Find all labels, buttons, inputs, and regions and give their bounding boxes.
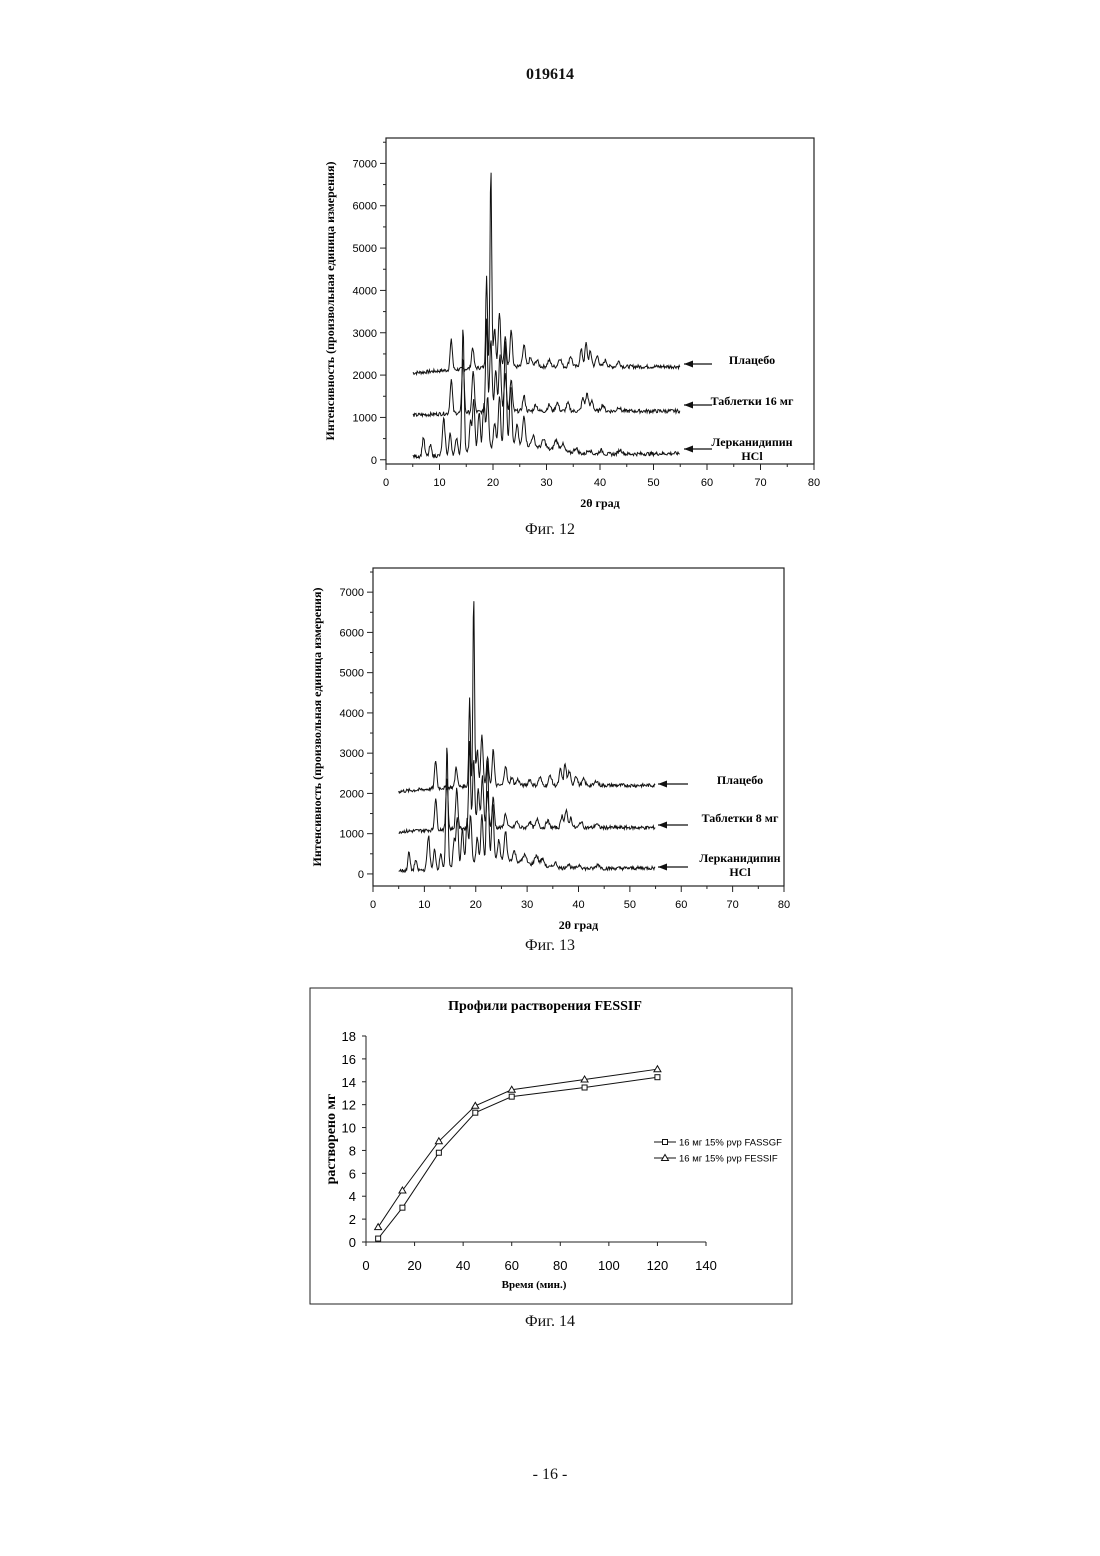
data-point-triangle <box>472 1102 479 1108</box>
data-point-square <box>655 1075 660 1080</box>
chart-title: Профили растворения FESSIF <box>448 999 642 1014</box>
y-tick-label: 10 <box>342 1121 356 1136</box>
y-tick-label: 18 <box>342 1029 356 1044</box>
y-tick-label: 6 <box>349 1166 356 1181</box>
y-tick-label: 14 <box>342 1075 356 1090</box>
series-line-2 <box>378 1069 657 1227</box>
y-tick-label: 4 <box>349 1189 356 1204</box>
x-tick-label: 40 <box>456 1258 470 1273</box>
data-point-square <box>400 1205 405 1210</box>
legend-label-2: 16 мг 15% pvp FESSIF <box>679 1154 778 1165</box>
data-point-square <box>509 1094 514 1099</box>
y-tick-label: 2 <box>349 1212 356 1227</box>
y-tick-label: 12 <box>342 1098 356 1113</box>
x-tick-label: 120 <box>647 1258 669 1273</box>
data-point-triangle <box>654 1066 661 1072</box>
page-number: - 16 - <box>0 1466 1100 1484</box>
y-axis-label: растворено мг <box>324 1094 339 1185</box>
figure-14-caption: Фиг. 14 <box>0 1313 1100 1331</box>
x-axis-label: Время (мин.) <box>502 1279 567 1291</box>
data-point-triangle <box>375 1224 382 1230</box>
y-tick-label: 16 <box>342 1052 356 1067</box>
figure-14-dissolution-chart: Профили растворения FESSIF 0 2 4 6 8 10 12 14 16 1… <box>0 0 1100 1310</box>
data-point-square <box>473 1110 478 1115</box>
y-tick-label: 0 <box>349 1235 356 1250</box>
legend-marker-square <box>663 1140 668 1145</box>
legend-label-1: 16 мг 15% pvp FASSGF <box>679 1138 782 1149</box>
x-tick-label: 100 <box>598 1258 620 1273</box>
x-tick-label: 20 <box>407 1258 421 1273</box>
x-tick-label: 140 <box>695 1258 717 1273</box>
x-tick-label: 0 <box>362 1258 369 1273</box>
data-point-square <box>582 1085 587 1090</box>
x-tick-label: 60 <box>504 1258 518 1273</box>
series-line-1 <box>378 1077 657 1238</box>
y-tick-label: 8 <box>349 1143 356 1158</box>
data-point-square <box>376 1236 381 1241</box>
x-tick-label: 80 <box>553 1258 567 1273</box>
data-point-square <box>436 1150 441 1155</box>
